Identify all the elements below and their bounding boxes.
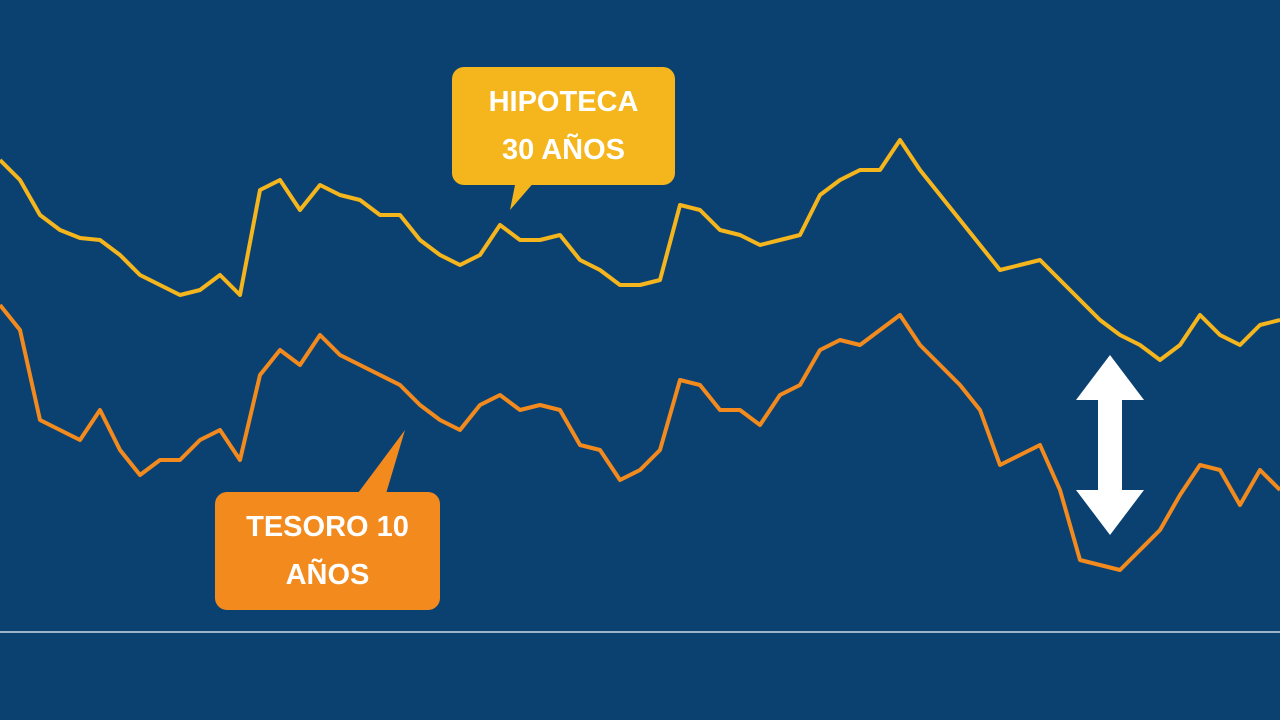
callout-pointer: [355, 430, 405, 497]
series-line: [0, 303, 1280, 572]
double-arrow: [1076, 355, 1144, 535]
series-line: [0, 138, 1280, 362]
series-label: TESORO 10 AÑOS: [215, 492, 440, 610]
callout-pointer: [510, 180, 536, 210]
series-label: HIPOTECA 30 AÑOS: [452, 67, 675, 185]
